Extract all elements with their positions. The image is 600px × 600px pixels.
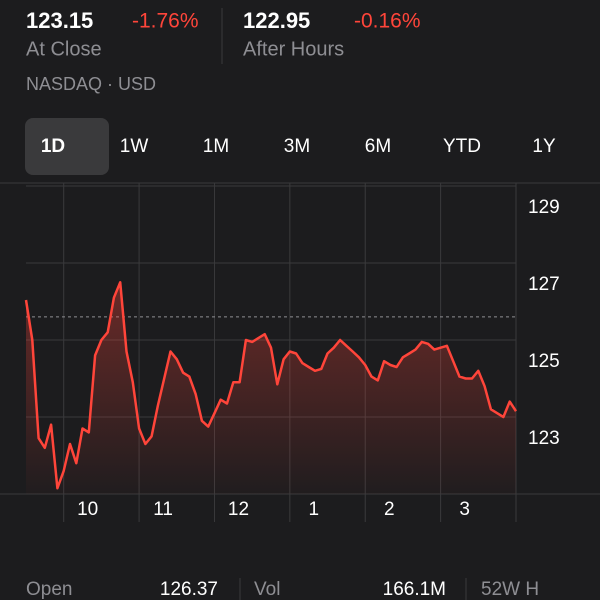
x-tick-label: 11 [153, 499, 173, 520]
stat-label: 52W H [481, 579, 539, 600]
stat-value: 166.1M [383, 579, 446, 600]
price: 123.15 [26, 8, 93, 33]
tab[interactable]: 6M [365, 136, 391, 157]
price-label: At Close [26, 38, 102, 60]
y-tick-label: 125 [528, 351, 560, 372]
stat-label: Open [26, 579, 72, 600]
tab[interactable]: 1D [41, 136, 65, 157]
x-tick-label: 10 [77, 499, 98, 520]
tab[interactable]: 1M [203, 136, 229, 157]
x-tick-label: 12 [228, 499, 249, 520]
y-tick-label: 127 [528, 274, 560, 295]
tab-selected-bg [25, 118, 109, 175]
x-tick-label: 2 [384, 499, 395, 520]
stat-label: Vol [254, 579, 280, 600]
tabs: 1D 1W 1M 3M 6M YTD 1Y [25, 118, 556, 175]
tab[interactable]: YTD [443, 136, 481, 157]
y-tick-label: 129 [528, 197, 560, 218]
tab[interactable]: 1W [120, 136, 149, 157]
after-price: 122.95 [243, 8, 310, 33]
tab[interactable]: 3M [284, 136, 310, 157]
price-line [24, 281, 518, 490]
x-tick-label: 1 [309, 499, 320, 520]
y-tick-label: 123 [528, 428, 560, 449]
after-label: After Hours [243, 38, 344, 60]
after-change: -0.16% [354, 10, 421, 33]
x-tick-label: 3 [459, 499, 470, 520]
change: -1.76% [132, 10, 199, 33]
stat-value: 126.37 [160, 579, 218, 600]
tab[interactable]: 1Y [532, 136, 556, 157]
exchange: NASDAQ · USD [26, 74, 156, 94]
